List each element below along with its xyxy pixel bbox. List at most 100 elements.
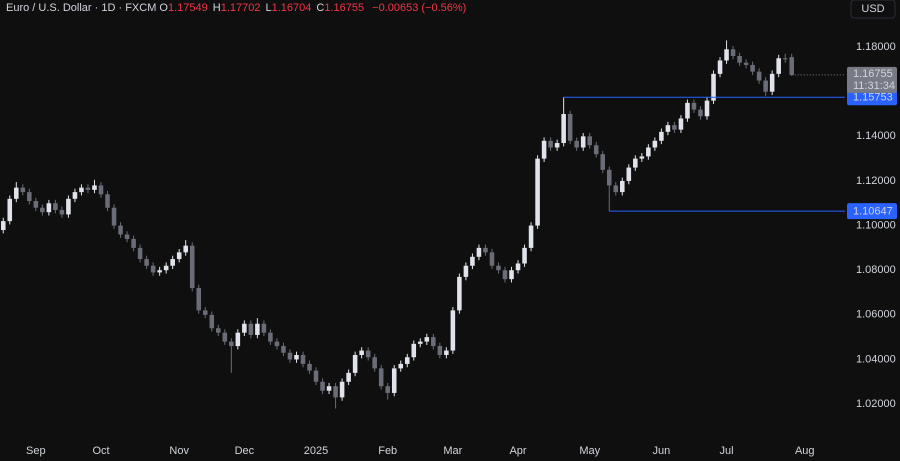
candle-body: [326, 386, 332, 391]
candle-body: [470, 256, 475, 266]
candle-body: [515, 263, 521, 271]
candle-body: [646, 147, 651, 157]
x-tick-label: Aug: [795, 445, 815, 457]
candle-body: [137, 247, 143, 260]
y-tick-label: 1.04000: [856, 353, 896, 365]
candle-body: [183, 245, 188, 253]
candle-body: [398, 363, 404, 369]
y-tick-label: 1.14000: [856, 130, 896, 142]
candle-body: [300, 354, 306, 364]
currency-button[interactable]: [850, 0, 896, 19]
candle-body: [404, 357, 410, 364]
candle-body: [431, 337, 436, 347]
ohlc-letter: C: [316, 2, 325, 14]
x-tick-label: Apr: [509, 445, 526, 457]
candle-body: [528, 225, 534, 248]
y-tick-label: 1.10000: [856, 219, 896, 231]
candle-body: [105, 194, 110, 208]
candle-body: [53, 203, 58, 210]
candle-body: [672, 125, 677, 130]
candle-body: [307, 363, 312, 371]
candle-body: [294, 354, 299, 360]
candle-body: [320, 381, 325, 391]
currency-label[interactable]: USD: [861, 3, 884, 15]
candle-body: [170, 259, 175, 266]
candle-body: [782, 58, 788, 60]
x-tick-label: Oct: [92, 445, 109, 457]
candle-body: [385, 386, 390, 393]
candle-body: [0, 221, 6, 231]
candle-body: [157, 270, 162, 273]
level-label: 1.15753: [853, 92, 893, 104]
candle-body: [652, 140, 658, 148]
candle-body: [189, 245, 195, 289]
candle-body: [46, 203, 52, 213]
candle-body: [756, 71, 762, 81]
candle-body: [20, 187, 26, 193]
candle-body: [587, 136, 592, 146]
candle-body: [287, 352, 293, 360]
candle-body: [600, 154, 606, 170]
candle-body: [580, 136, 586, 148]
candle-body: [418, 341, 423, 344]
candle-body: [111, 207, 117, 226]
candle-body: [333, 386, 338, 398]
candle-body: [613, 185, 619, 193]
candle-body: [216, 328, 221, 333]
candle-body: [561, 114, 566, 144]
candle-body: [7, 198, 13, 222]
change: −0.00653 (−0.56%): [372, 2, 467, 14]
candle-body: [678, 118, 684, 130]
last-price-box: [847, 66, 897, 93]
candle-body: [711, 73, 716, 101]
ohlc-value: 1.16755: [324, 2, 365, 14]
candle-body: [202, 310, 208, 315]
candle-body: [242, 323, 247, 333]
candle-body: [209, 314, 215, 329]
last-price-label: 1.16755: [853, 68, 893, 80]
candle-body: [372, 357, 377, 369]
candle-body: [450, 310, 456, 351]
candle-body: [548, 140, 553, 148]
candle-body: [79, 187, 84, 193]
candle-body: [255, 323, 260, 335]
countdown-label: 11:31:34: [853, 80, 895, 92]
candle-body: [359, 350, 364, 355]
candle-body: [313, 370, 319, 382]
level-label: 1.10647: [853, 206, 893, 218]
candle-body: [268, 332, 273, 342]
x-tick-label: Sep: [26, 445, 46, 457]
candle-body: [85, 187, 91, 190]
candle-body: [144, 259, 149, 266]
ohlc-value: 1.17549: [167, 2, 208, 14]
candle-body: [40, 207, 45, 213]
candle-body: [163, 265, 169, 271]
candle-body: [665, 125, 671, 132]
candle-body: [391, 368, 397, 393]
candle-body: [633, 158, 638, 168]
candle-body: [535, 158, 540, 226]
x-tick-label: Dec: [235, 445, 255, 457]
x-tick-label: Feb: [378, 445, 397, 457]
candle-body: [763, 80, 768, 92]
candle-body: [522, 247, 527, 264]
y-tick-label: 1.06000: [856, 309, 896, 321]
candle-body: [574, 140, 579, 148]
x-tick-label: Jun: [653, 445, 671, 457]
candle-body: [496, 265, 501, 271]
candle-body: [717, 60, 723, 74]
candle-body: [639, 156, 645, 159]
candle-body: [118, 225, 123, 235]
candle-body: [769, 73, 775, 92]
x-tick-label: Jul: [720, 445, 734, 457]
candle-body: [463, 265, 469, 277]
ohlc-value: 1.16704: [271, 2, 312, 14]
candle-body: [730, 49, 736, 57]
y-tick-label: 1.18000: [856, 41, 896, 53]
candle-body: [261, 323, 267, 333]
x-tick-label: Nov: [169, 445, 189, 457]
candle-body: [704, 100, 710, 117]
